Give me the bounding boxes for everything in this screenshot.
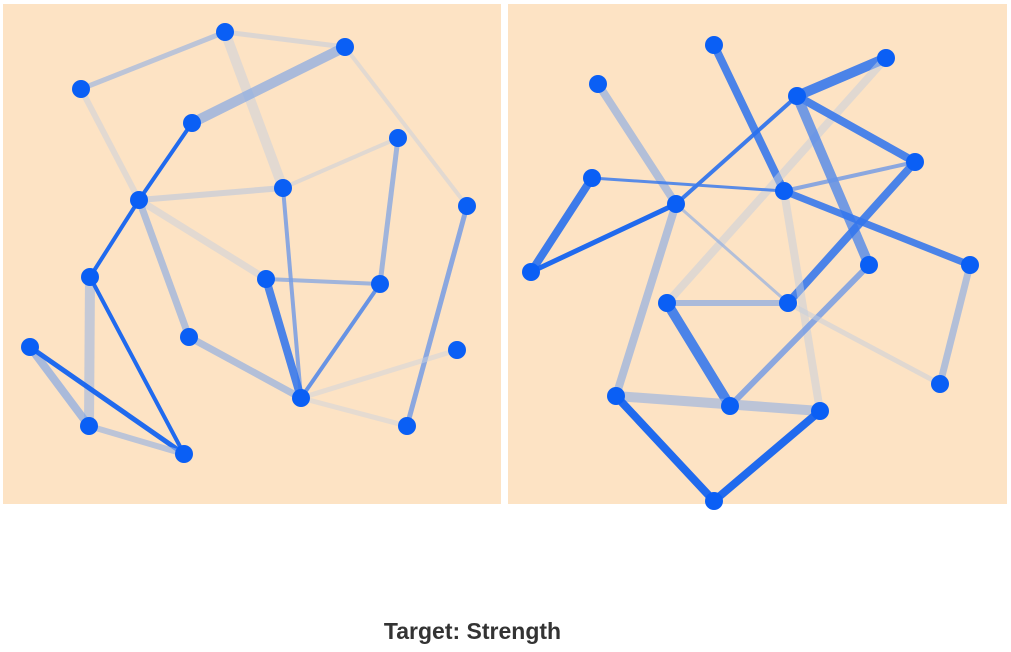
- edge-b0-b6: [710, 43, 788, 193]
- edge-b14-b17: [613, 393, 717, 504]
- edge-a8-a15: [84, 276, 95, 427]
- node-b3: [788, 87, 806, 105]
- edge-a0-a2: [80, 29, 226, 92]
- edge-a5-a11: [135, 198, 193, 339]
- panel-left-background: [3, 4, 501, 504]
- edge-a12-a17: [28, 344, 186, 457]
- node-a3: [183, 114, 201, 132]
- right-network: [522, 36, 979, 510]
- node-b8: [961, 256, 979, 274]
- edge-b10-b15: [727, 262, 872, 409]
- node-a6: [274, 179, 292, 197]
- node-b7: [667, 195, 685, 213]
- node-b14: [607, 387, 625, 405]
- edge-b8-b13: [936, 264, 974, 385]
- node-b17: [705, 492, 723, 510]
- node-a17: [175, 445, 193, 463]
- edge-b16-b17: [711, 407, 823, 505]
- node-b4: [906, 153, 924, 171]
- edge-a2-a5: [78, 87, 142, 202]
- edge-a1-a7: [343, 45, 469, 208]
- edge-b1-b11: [664, 55, 889, 306]
- edge-b3-b4: [795, 92, 917, 166]
- caption-label: Target:: [383, 618, 461, 644]
- node-b1: [877, 49, 895, 67]
- node-a13: [448, 341, 466, 359]
- node-b2: [589, 75, 607, 93]
- edge-a10-a14: [299, 282, 382, 400]
- node-a1: [336, 38, 354, 56]
- edge-a3-a5: [137, 121, 194, 202]
- node-a4: [389, 129, 407, 147]
- edge-a4-a10: [377, 137, 401, 285]
- edge-b7-b12: [675, 202, 789, 305]
- edge-b4-b6: [783, 160, 916, 193]
- node-a0: [216, 23, 234, 41]
- caption: Target: Strength: [0, 618, 945, 645]
- edge-a0-a1: [224, 29, 346, 50]
- node-b16: [811, 402, 829, 420]
- node-b12: [779, 294, 797, 312]
- node-a5: [130, 191, 148, 209]
- node-a15: [80, 417, 98, 435]
- edge-a14-a16: [300, 395, 408, 429]
- edge-a15-a17: [88, 423, 185, 457]
- edge-b5-b6: [591, 176, 785, 193]
- edge-b6-b16: [780, 190, 824, 412]
- edge-a5-a9: [137, 197, 268, 282]
- node-b10: [860, 256, 878, 274]
- edge-a13-a14: [300, 347, 458, 401]
- edge-a11-a14: [187, 333, 303, 402]
- edge-a4-a6: [282, 136, 399, 190]
- node-a12: [21, 338, 39, 356]
- node-a9: [257, 270, 275, 288]
- node-a16: [398, 417, 416, 435]
- edge-b11-b15: [662, 300, 735, 409]
- edge-b14-b16: [615, 391, 821, 416]
- edge-a1-a3: [189, 42, 348, 128]
- node-b5: [583, 169, 601, 187]
- edge-a6-a14: [281, 187, 303, 399]
- node-a10: [371, 275, 389, 293]
- edge-a8-a17: [88, 276, 186, 455]
- edge-b4-b12: [785, 159, 918, 306]
- edge-b5-b9: [527, 175, 596, 275]
- node-a14: [292, 389, 310, 407]
- node-b11: [658, 294, 676, 312]
- panel-right-background: [508, 4, 1007, 504]
- edge-b7-b9: [529, 201, 678, 275]
- node-a11: [180, 328, 198, 346]
- edge-a12-a15: [26, 344, 93, 429]
- edge-b1-b3: [795, 53, 888, 101]
- node-b9: [522, 263, 540, 281]
- node-a2: [72, 80, 90, 98]
- edge-a7-a16: [404, 205, 470, 427]
- left-network: [21, 23, 476, 463]
- edge-a5-a6: [138, 185, 284, 203]
- node-b13: [931, 375, 949, 393]
- edge-a0-a6: [220, 30, 288, 190]
- edge-a5-a8: [88, 198, 141, 279]
- node-a8: [81, 268, 99, 286]
- caption-value: Strength: [466, 618, 562, 644]
- node-b6: [775, 182, 793, 200]
- edge-b6-b8: [782, 187, 972, 269]
- edge-b7-b14: [612, 202, 680, 398]
- network-figure: [3, 4, 1007, 510]
- node-a7: [458, 197, 476, 215]
- node-b15: [721, 397, 739, 415]
- node-b0: [705, 36, 723, 54]
- edge-b12-b13: [786, 300, 942, 387]
- edge-a9-a10: [265, 277, 381, 286]
- edge-a9-a14: [262, 277, 305, 400]
